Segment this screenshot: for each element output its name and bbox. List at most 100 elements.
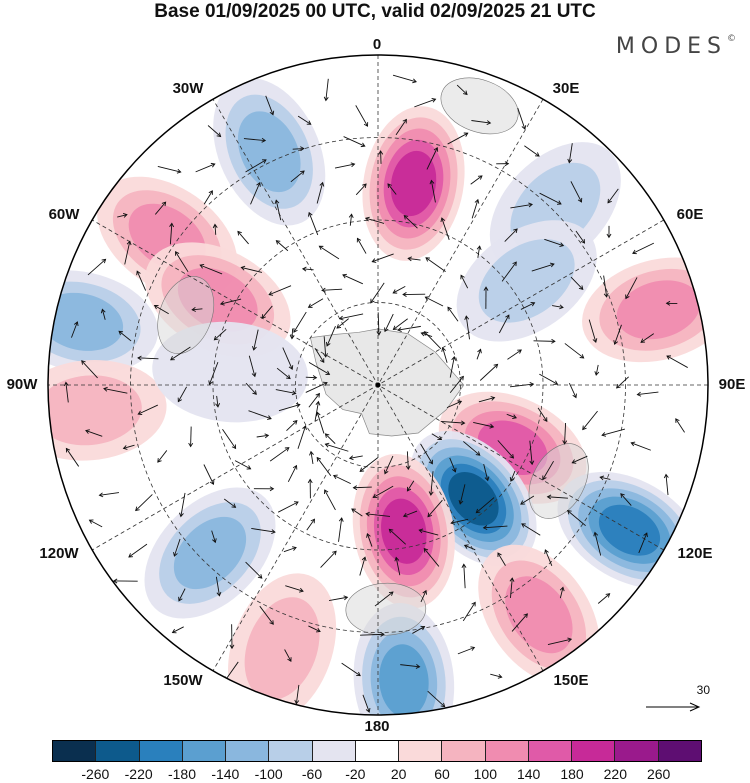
- wind-vector-head: [551, 338, 556, 344]
- wind-vector: [278, 404, 300, 412]
- wind-vector: [65, 382, 69, 403]
- wind-vector-head: [293, 328, 298, 333]
- wind-vector: [567, 510, 586, 527]
- wind-vector-head: [451, 356, 457, 361]
- colorbar-tick-label: -140: [211, 766, 240, 782]
- wind-vector-head: [636, 391, 642, 397]
- wind-vector-head: [324, 489, 329, 495]
- wind-vector-head: [451, 467, 457, 473]
- wind-vector: [510, 470, 516, 482]
- wind-vector: [509, 383, 534, 388]
- wind-vector-head: [209, 480, 215, 486]
- wind-vector-head: [300, 170, 305, 175]
- wind-vector: [457, 647, 475, 655]
- wind-vector-head: [216, 591, 222, 597]
- wind-vector-head: [215, 403, 221, 408]
- wind-vector: [175, 251, 189, 273]
- wind-vector: [291, 328, 294, 339]
- wind-vector-head: [544, 549, 549, 555]
- wind-vector-head: [315, 411, 321, 417]
- wind-vector-head: [556, 200, 562, 205]
- wind-vector-head: [387, 183, 392, 188]
- wind-vector: [325, 433, 336, 444]
- wind-vector-head: [363, 122, 369, 127]
- wind-vector-head: [378, 150, 384, 155]
- wind-vector-head: [559, 242, 565, 247]
- anomaly-contour: [379, 644, 429, 715]
- wind-vector: [544, 238, 564, 247]
- wind-vector: [190, 426, 192, 447]
- wind-vector: [138, 404, 159, 415]
- wind-vector-head: [489, 423, 495, 429]
- wind-vector-head: [294, 699, 300, 705]
- africa-landmass: [440, 77, 519, 135]
- wind-vector-head: [348, 213, 354, 219]
- lon-label-30e: 30E: [552, 80, 580, 97]
- reference-vector-label: 30: [696, 683, 710, 697]
- wind-vector-head: [291, 390, 297, 396]
- wind-vector: [65, 448, 80, 467]
- wind-vector: [295, 684, 300, 704]
- wind-vector-head: [364, 216, 370, 222]
- wind-vector: [446, 400, 462, 409]
- wind-vector-head: [512, 414, 517, 419]
- wind-vector-head: [625, 294, 630, 300]
- wind-vector: [539, 192, 562, 205]
- wind-vector-head: [231, 503, 237, 508]
- wind-vector-head: [412, 78, 417, 84]
- wind-vector: [392, 74, 417, 83]
- wind-vector-head: [475, 508, 481, 514]
- wind-vector-head: [529, 381, 535, 387]
- wind-vector: [465, 316, 470, 340]
- wind-vector-head: [593, 531, 599, 537]
- lon-label-180: 180: [364, 718, 390, 735]
- wind-vector: [520, 302, 535, 310]
- wind-vector-head: [460, 420, 466, 426]
- wind-vector: [476, 349, 482, 360]
- wind-vector-head: [463, 544, 469, 549]
- wind-vector: [365, 217, 385, 224]
- anomaly-contour: [478, 239, 575, 323]
- wind-vector: [224, 661, 239, 681]
- wind-vector-head: [212, 538, 217, 544]
- wind-vector-head: [246, 465, 252, 470]
- anomaly-contour: [616, 280, 701, 340]
- wind-vector-head: [325, 370, 331, 375]
- wind-vector: [214, 329, 227, 341]
- wind-vector-head: [301, 266, 307, 272]
- wind-vector: [325, 78, 329, 101]
- wind-vector: [103, 388, 128, 394]
- colorbar-swatch: [226, 741, 270, 761]
- colorbar-ticks: -260 -220 -180 -140 -100 -60 -20 20 60 100 140 180 2…: [0, 766, 750, 783]
- wind-vector-head: [423, 331, 429, 336]
- wind-vector-head: [269, 486, 275, 492]
- colorbar-tick-label: -260: [81, 766, 110, 782]
- wind-vector: [99, 492, 120, 496]
- wind-vector-head: [603, 293, 609, 298]
- wind-vector: [471, 120, 491, 124]
- wind-vector: [511, 613, 528, 632]
- wind-vector: [616, 376, 629, 389]
- wind-vector: [666, 355, 688, 368]
- wind-vector-head: [170, 356, 175, 361]
- wind-vector-head: [486, 120, 492, 126]
- wind-vector-head: [418, 528, 424, 534]
- anomaly-contour: [244, 597, 320, 700]
- wind-vector: [447, 132, 468, 145]
- wind-vector-head: [365, 707, 371, 713]
- wind-vector: [406, 451, 409, 470]
- wind-vector: [211, 530, 216, 543]
- wind-vector-head: [267, 415, 272, 420]
- wind-vector-head: [425, 257, 431, 262]
- wind-vector-head: [509, 577, 515, 582]
- wind-vector-head: [122, 213, 128, 218]
- wind-vector: [203, 464, 214, 485]
- wind-vector: [308, 625, 321, 632]
- wind-vector: [420, 590, 427, 603]
- wind-vector: [477, 246, 481, 258]
- wind-vector: [372, 253, 394, 263]
- brand-logo: MODES©: [615, 34, 736, 59]
- wind-vector-head: [118, 330, 124, 336]
- wind-vector-head: [73, 321, 79, 327]
- wind-vector-head: [384, 327, 389, 333]
